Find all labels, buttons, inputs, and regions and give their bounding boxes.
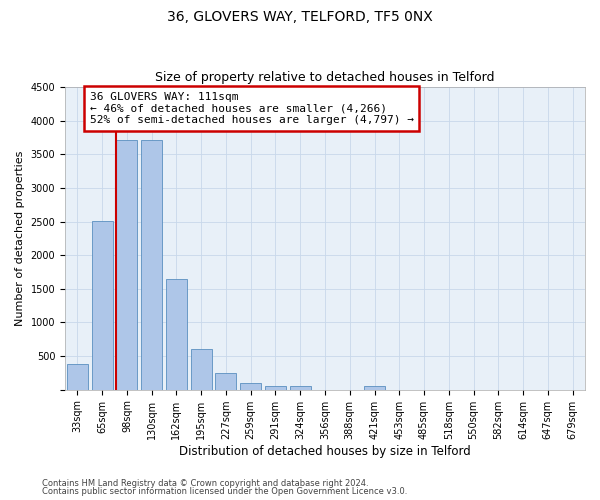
Bar xyxy=(240,383,261,390)
Bar xyxy=(67,364,88,390)
Text: Contains public sector information licensed under the Open Government Licence v3: Contains public sector information licen… xyxy=(42,487,407,496)
Bar xyxy=(215,373,236,390)
Bar xyxy=(290,386,311,390)
Text: 36, GLOVERS WAY, TELFORD, TF5 0NX: 36, GLOVERS WAY, TELFORD, TF5 0NX xyxy=(167,10,433,24)
Title: Size of property relative to detached houses in Telford: Size of property relative to detached ho… xyxy=(155,72,495,85)
Bar xyxy=(364,386,385,390)
Bar xyxy=(265,386,286,390)
Bar xyxy=(166,280,187,390)
Bar xyxy=(141,140,162,390)
Bar xyxy=(92,221,113,390)
Text: Contains HM Land Registry data © Crown copyright and database right 2024.: Contains HM Land Registry data © Crown c… xyxy=(42,478,368,488)
Text: 36 GLOVERS WAY: 111sqm
← 46% of detached houses are smaller (4,266)
52% of semi-: 36 GLOVERS WAY: 111sqm ← 46% of detached… xyxy=(90,92,414,125)
Bar xyxy=(116,140,137,390)
Y-axis label: Number of detached properties: Number of detached properties xyxy=(15,150,25,326)
X-axis label: Distribution of detached houses by size in Telford: Distribution of detached houses by size … xyxy=(179,444,471,458)
Bar xyxy=(191,350,212,390)
